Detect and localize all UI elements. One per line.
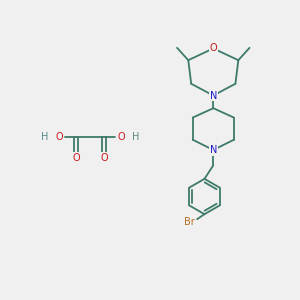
- Text: Br: Br: [184, 217, 194, 227]
- Text: O: O: [73, 153, 80, 163]
- Text: H: H: [41, 132, 49, 142]
- Text: O: O: [100, 153, 108, 163]
- Text: O: O: [209, 44, 217, 53]
- Text: H: H: [132, 132, 140, 142]
- Text: N: N: [210, 91, 217, 100]
- Text: N: N: [210, 145, 217, 155]
- Text: O: O: [56, 132, 63, 142]
- Text: O: O: [117, 132, 125, 142]
